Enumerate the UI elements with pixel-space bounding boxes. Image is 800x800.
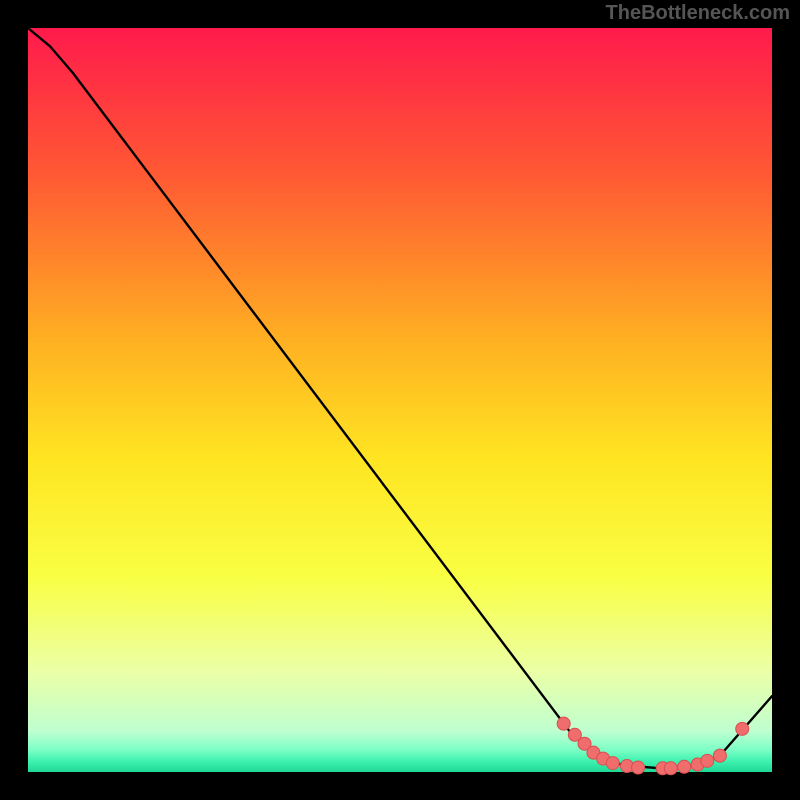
- data-marker: [664, 762, 677, 775]
- brand-label: TheBottleneck.com: [606, 2, 790, 25]
- chart-canvas: [0, 0, 800, 800]
- data-marker: [713, 749, 726, 762]
- data-marker: [632, 761, 645, 774]
- data-marker: [736, 722, 749, 735]
- data-marker: [606, 757, 619, 770]
- data-marker: [678, 760, 691, 773]
- data-marker: [557, 717, 570, 730]
- data-marker: [701, 754, 714, 767]
- plot-background: [28, 28, 772, 772]
